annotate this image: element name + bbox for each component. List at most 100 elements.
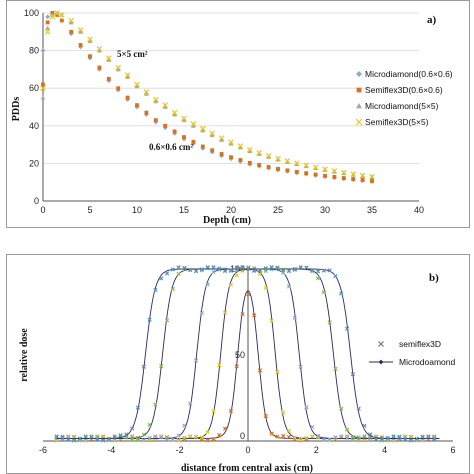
data-point <box>162 104 168 109</box>
data-point <box>313 172 318 177</box>
semiflex-point <box>217 432 222 438</box>
semiflex-point <box>77 436 83 441</box>
semiflex-point <box>310 269 315 274</box>
data-point <box>293 160 300 167</box>
data-point <box>359 172 366 179</box>
data-point <box>54 10 60 16</box>
semiflex-point <box>89 434 94 440</box>
semiflex-point <box>286 428 292 434</box>
y-tick-label: 50 <box>235 350 245 360</box>
semiflex-point <box>182 265 187 271</box>
x-tick-label: 30 <box>320 205 330 215</box>
y-tick-label: 100 <box>24 8 39 18</box>
x-tick-label: 5 <box>87 205 92 215</box>
data-point <box>105 55 112 61</box>
x-tick-label: 40 <box>414 205 424 215</box>
legend-marker <box>378 341 384 347</box>
data-point <box>294 169 299 174</box>
data-point <box>238 158 243 162</box>
semiflex-point <box>205 430 210 435</box>
data-point <box>237 143 244 149</box>
semiflex-point <box>344 434 350 439</box>
data-point <box>229 155 233 160</box>
semiflex-point <box>275 266 280 271</box>
data-point <box>41 82 45 87</box>
data-point <box>69 29 74 34</box>
semiflex-point <box>304 265 309 270</box>
x-tick-label: -4 <box>107 445 115 455</box>
data-point <box>163 123 168 128</box>
data-point <box>285 168 290 173</box>
semiflex-point <box>403 437 408 442</box>
data-point <box>322 166 328 173</box>
legend-marker <box>355 118 363 126</box>
semiflex-point <box>141 438 146 443</box>
x-tick-label: 20 <box>226 205 236 215</box>
semiflex-point <box>141 432 146 437</box>
semiflex-point <box>211 265 216 270</box>
data-point <box>115 64 122 71</box>
semiflex-point <box>159 435 164 440</box>
panel-label: a) <box>427 14 437 26</box>
semiflex-point <box>101 438 106 443</box>
data-point <box>135 103 139 108</box>
semiflex-point <box>205 438 210 443</box>
semiflex-point <box>106 436 112 442</box>
semiflex-point <box>66 436 71 442</box>
data-point <box>45 20 50 25</box>
semiflex-point <box>217 266 222 271</box>
semiflex-point <box>112 434 117 439</box>
data-point <box>246 146 253 153</box>
annotation-06x06: 0.6×0.6 cm² <box>149 142 193 152</box>
semiflex-point <box>193 358 199 363</box>
semiflex-point <box>211 436 216 442</box>
y-axis-title: relative dose <box>19 328 30 382</box>
data-point <box>45 25 51 30</box>
data-point <box>40 48 46 53</box>
semiflex-point <box>153 434 158 439</box>
series <box>40 10 375 180</box>
semiflex-point <box>292 315 297 320</box>
data-point <box>124 72 131 78</box>
pdd-chart-panel: 0 20 40 60 80 100 0 5 10 15 20 25 30 35 40 PDDs Depth … <box>6 0 470 228</box>
x-tick-label: 15 <box>179 205 189 215</box>
semiflex-point <box>246 291 251 297</box>
data-point <box>106 76 111 81</box>
data-point <box>134 83 140 89</box>
semiflex-point <box>339 291 344 296</box>
data-point <box>45 14 51 20</box>
semiflex-point <box>315 276 321 281</box>
semiflex-point <box>222 426 228 431</box>
semiflex-point <box>83 434 88 439</box>
x-tick-label: 4 <box>382 445 387 455</box>
x-tick-label: 0 <box>40 205 45 215</box>
data-point <box>78 43 83 47</box>
semiflex-point <box>222 268 228 274</box>
semiflex-point <box>257 368 263 373</box>
semiflex-point <box>234 364 239 369</box>
data-point <box>200 144 205 149</box>
data-point <box>351 177 356 181</box>
data-point <box>360 178 365 182</box>
data-point <box>171 109 178 116</box>
data-point <box>152 96 159 103</box>
data-point <box>312 164 319 171</box>
semiflex-point <box>339 434 344 439</box>
semiflex-point <box>234 265 239 270</box>
semiflex-point <box>252 313 257 318</box>
y-tick-label: 0 <box>240 431 245 441</box>
data-point <box>87 38 93 44</box>
data-point <box>332 175 337 179</box>
data-point <box>162 102 169 108</box>
profile-series <box>54 289 440 443</box>
data-point <box>200 128 206 133</box>
semiflex-point <box>281 410 286 415</box>
semiflex-point <box>350 434 356 440</box>
semiflex-point <box>170 267 175 272</box>
semiflex-point <box>71 438 77 443</box>
data-point <box>59 18 64 23</box>
data-point <box>303 162 310 169</box>
semiflex-point <box>164 271 170 276</box>
data-point <box>218 135 225 141</box>
